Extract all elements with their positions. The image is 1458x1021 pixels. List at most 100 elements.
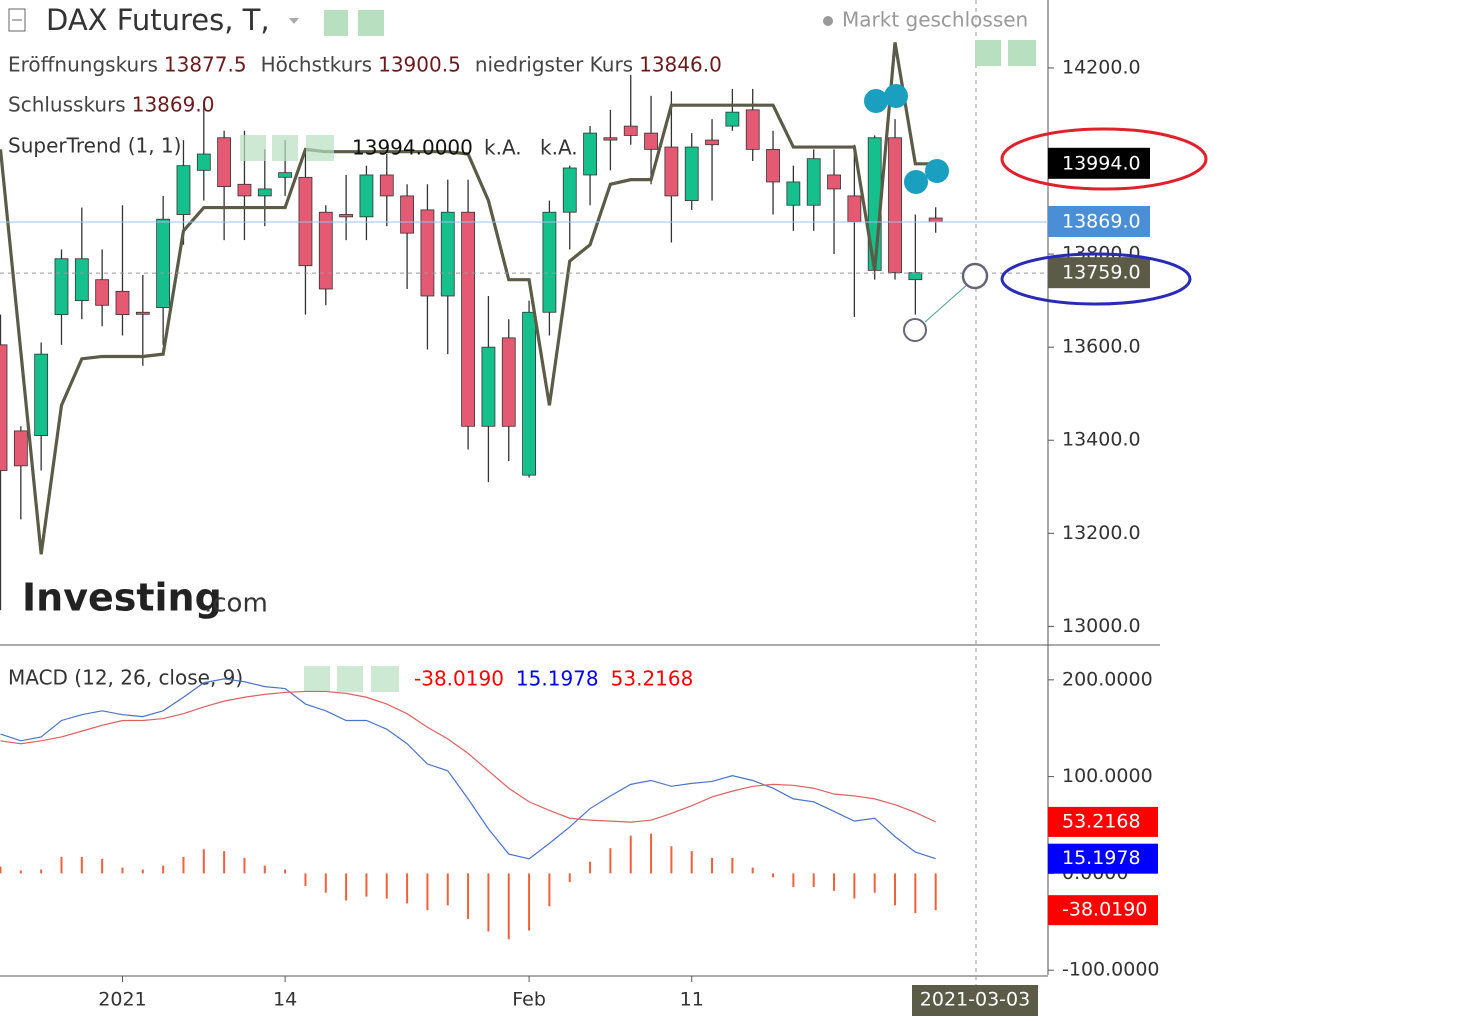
candle-body xyxy=(888,137,902,274)
indicator-value: k.A. xyxy=(484,136,522,160)
price-badge xyxy=(1048,147,1150,179)
legend-value: 53.2168 xyxy=(611,667,694,691)
candle-body xyxy=(562,167,577,213)
value-badge-label: 15.1978 xyxy=(1062,847,1141,869)
legend-label: Eröffnungskurs xyxy=(8,53,158,77)
status-dot xyxy=(823,16,833,26)
dropdown-arrow[interactable] xyxy=(289,18,299,24)
remove-button[interactable] xyxy=(371,666,399,692)
remove-button[interactable] xyxy=(306,135,334,161)
drawing-handle[interactable] xyxy=(961,262,989,290)
scroll-button[interactable] xyxy=(1008,40,1036,66)
candle-body xyxy=(95,279,110,306)
candle-body xyxy=(908,272,923,281)
price-badge-label: 13759.0 xyxy=(1062,262,1141,284)
price-plot xyxy=(0,42,943,611)
candle-body xyxy=(461,211,475,427)
candle-body xyxy=(542,211,557,313)
candle-body xyxy=(54,258,69,315)
crosshair-date-badge xyxy=(912,985,1038,1016)
settings-button[interactable] xyxy=(272,135,298,161)
legend-value: 13869.0 xyxy=(132,93,215,117)
y-tick-label: 14200.0 xyxy=(1062,56,1141,78)
price-badge xyxy=(1048,205,1150,237)
candle-body xyxy=(684,146,699,201)
value-badge xyxy=(1048,895,1158,926)
candle-body xyxy=(135,311,150,315)
x-tick-label: Feb xyxy=(512,989,546,1011)
y-tick-label: 100.0000 xyxy=(1062,765,1153,787)
market-status: Markt geschlossen xyxy=(842,8,1028,32)
candle-body xyxy=(745,109,760,150)
indicator-name: SuperTrend (1, 1) xyxy=(8,134,181,158)
legend-label: Höchstkurs xyxy=(261,53,373,77)
candle-body xyxy=(583,132,597,176)
settings-button[interactable] xyxy=(337,666,363,692)
legend-value: 13846.0 xyxy=(639,53,722,77)
candle-body xyxy=(400,195,415,234)
marker xyxy=(925,159,949,183)
macd-line xyxy=(0,690,936,823)
candle-body xyxy=(74,258,89,302)
value-badge xyxy=(1048,806,1158,837)
candle-body xyxy=(806,158,821,206)
candle-body xyxy=(522,311,536,476)
candle-body xyxy=(34,353,49,436)
candle-body xyxy=(705,139,719,146)
price-badge xyxy=(1048,257,1150,289)
drawing-line xyxy=(924,283,969,323)
candle-body xyxy=(725,111,740,127)
candle-body xyxy=(359,174,374,218)
marker xyxy=(864,89,888,113)
visibility-button[interactable] xyxy=(304,666,330,692)
visibility-button[interactable] xyxy=(324,10,348,36)
visibility-button[interactable] xyxy=(240,135,266,161)
candle-body xyxy=(440,211,455,297)
candle-body xyxy=(644,132,658,150)
supertrend-line xyxy=(0,42,936,555)
marker xyxy=(904,170,928,194)
candle-body xyxy=(156,218,171,309)
candle-body xyxy=(481,346,496,427)
x-tick-label: 14 xyxy=(273,989,297,1011)
candle-body xyxy=(115,290,130,315)
x-tick-label: 11 xyxy=(680,989,704,1011)
drawing-handle[interactable] xyxy=(903,318,927,342)
candle-body xyxy=(766,148,780,183)
indicator-name: MACD (12, 26, close, 9) xyxy=(8,666,243,690)
candle-body xyxy=(928,217,943,223)
candle-body xyxy=(501,337,516,427)
indicator-value: k.A. xyxy=(540,136,578,160)
x-tick-label: 2021 xyxy=(98,989,146,1011)
signal-markers xyxy=(864,84,949,194)
candle-body xyxy=(237,183,252,197)
candle-body xyxy=(827,174,841,190)
legend-label: niedrigster Kurs xyxy=(475,53,633,77)
candle-body xyxy=(664,146,679,197)
legend-value: 13900.5 xyxy=(378,53,461,77)
y-tick-label: 13200.0 xyxy=(1062,522,1141,544)
watermark: .com xyxy=(204,589,268,619)
candle-body xyxy=(420,209,435,297)
chart-title: DAX Futures, T, xyxy=(46,3,270,37)
settings-button[interactable] xyxy=(358,10,384,36)
candle-body xyxy=(623,125,638,136)
candle-body xyxy=(13,430,28,467)
scroll-down-button[interactable] xyxy=(975,40,1001,66)
collapse-icon[interactable] xyxy=(8,8,26,32)
candle-body xyxy=(786,181,801,206)
crosshair-date: 2021-03-03 xyxy=(920,989,1030,1011)
candle-body xyxy=(217,137,232,188)
y-tick-label: -100.0000 xyxy=(1062,959,1160,981)
candle-body xyxy=(278,172,293,178)
candle-body xyxy=(847,195,862,222)
candle-body xyxy=(379,174,394,197)
legend-label: Schlusskurs xyxy=(8,93,126,117)
highlight-ellipse xyxy=(1000,252,1192,306)
price-badge-label: 13869.0 xyxy=(1062,210,1141,232)
legend-value: 13877.5 xyxy=(164,53,247,77)
candle-body xyxy=(339,214,354,218)
legend-value: 15.1978 xyxy=(516,667,599,691)
